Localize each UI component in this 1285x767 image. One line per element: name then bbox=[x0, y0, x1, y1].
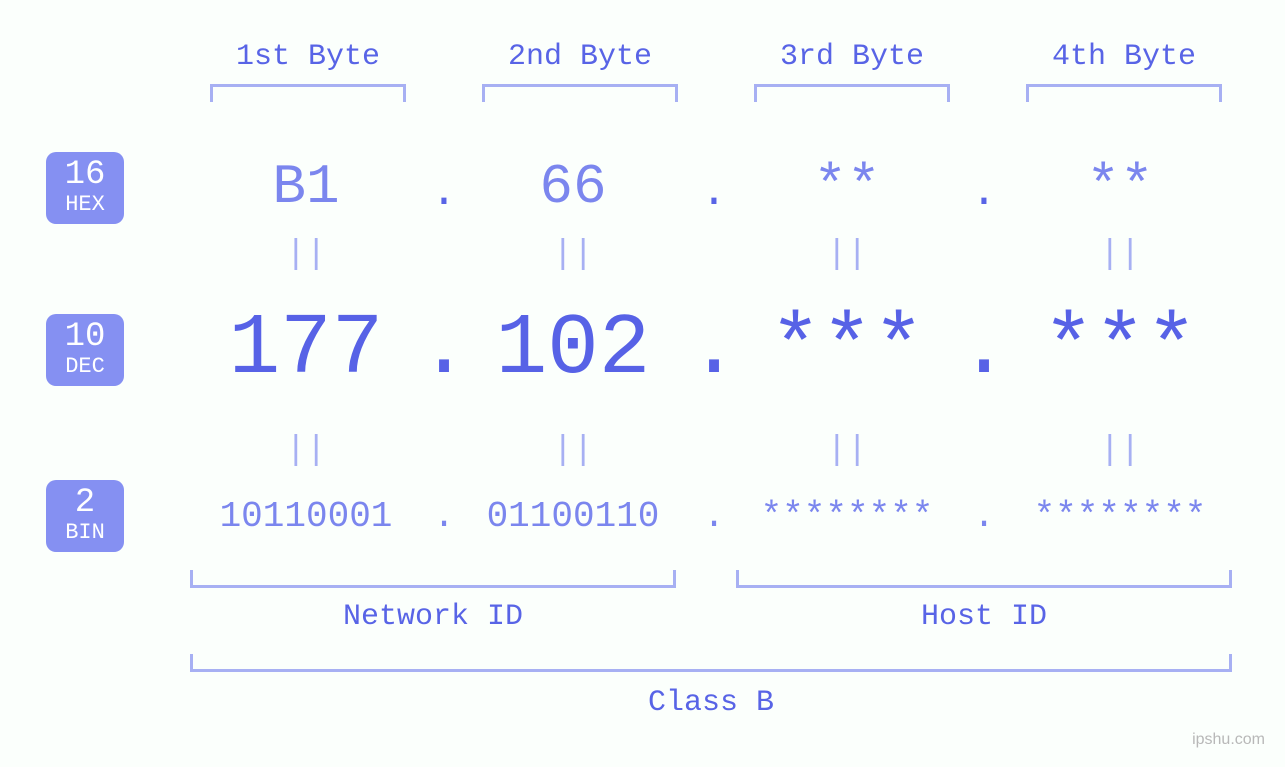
equiv-2-2: || bbox=[462, 432, 684, 470]
bin-dot-1: . bbox=[424, 496, 464, 537]
bin-byte-3: ******** bbox=[730, 496, 964, 537]
bracket-class bbox=[190, 654, 1232, 672]
equiv-1-2: || bbox=[462, 236, 684, 274]
byte-header-1: 1st Byte bbox=[210, 40, 406, 102]
hex-byte-3: ** bbox=[730, 155, 964, 219]
bracket-host bbox=[736, 570, 1232, 588]
byte-header-4: 4th Byte bbox=[1026, 40, 1222, 102]
dec-byte-4: *** bbox=[1004, 300, 1236, 398]
bracket-top-1 bbox=[210, 84, 406, 102]
bin-byte-4: ******** bbox=[1004, 496, 1236, 537]
badge-dec: 10 DEC bbox=[46, 314, 124, 386]
dec-byte-1: 177 bbox=[188, 300, 424, 398]
byte-header-4-label: 4th Byte bbox=[1026, 40, 1222, 74]
bin-dot-2: . bbox=[694, 496, 734, 537]
badge-bin: 2 BIN bbox=[46, 480, 124, 552]
label-host: Host ID bbox=[736, 600, 1232, 634]
bracket-top-2 bbox=[482, 84, 678, 102]
equiv-2-4: || bbox=[1004, 432, 1236, 470]
hex-dot-1: . bbox=[424, 168, 464, 218]
badge-bin-name: BIN bbox=[46, 522, 124, 544]
equiv-1-4: || bbox=[1004, 236, 1236, 274]
bin-byte-2: 01100110 bbox=[462, 496, 684, 537]
byte-header-3-label: 3rd Byte bbox=[754, 40, 950, 74]
byte-header-1-label: 1st Byte bbox=[210, 40, 406, 74]
hex-byte-4: ** bbox=[1004, 155, 1236, 219]
bracket-top-3 bbox=[754, 84, 950, 102]
hex-dot-3: . bbox=[964, 168, 1004, 218]
hex-dot-2: . bbox=[694, 168, 734, 218]
badge-hex-name: HEX bbox=[46, 194, 124, 216]
byte-header-2-label: 2nd Byte bbox=[482, 40, 678, 74]
byte-header-3: 3rd Byte bbox=[754, 40, 950, 102]
bracket-top-4 bbox=[1026, 84, 1222, 102]
dec-byte-2: 102 bbox=[462, 300, 684, 398]
hex-byte-2: 66 bbox=[462, 155, 684, 219]
label-network: Network ID bbox=[190, 600, 676, 634]
badge-bin-base: 2 bbox=[46, 486, 124, 520]
byte-header-2: 2nd Byte bbox=[482, 40, 678, 102]
equiv-1-1: || bbox=[188, 236, 424, 274]
equiv-2-1: || bbox=[188, 432, 424, 470]
watermark: ipshu.com bbox=[1192, 731, 1265, 749]
equiv-1-3: || bbox=[730, 236, 964, 274]
bracket-network bbox=[190, 570, 676, 588]
dec-byte-3: *** bbox=[730, 300, 964, 398]
label-class: Class B bbox=[190, 686, 1232, 720]
bin-byte-1: 10110001 bbox=[188, 496, 424, 537]
equiv-2-3: || bbox=[730, 432, 964, 470]
bin-dot-3: . bbox=[964, 496, 1004, 537]
badge-hex: 16 HEX bbox=[46, 152, 124, 224]
badge-dec-name: DEC bbox=[46, 356, 124, 378]
hex-byte-1: B1 bbox=[188, 155, 424, 219]
ip-address-diagram: 1st Byte 2nd Byte 3rd Byte 4th Byte 16 H… bbox=[0, 0, 1285, 767]
badge-hex-base: 16 bbox=[46, 158, 124, 192]
badge-dec-base: 10 bbox=[46, 320, 124, 354]
